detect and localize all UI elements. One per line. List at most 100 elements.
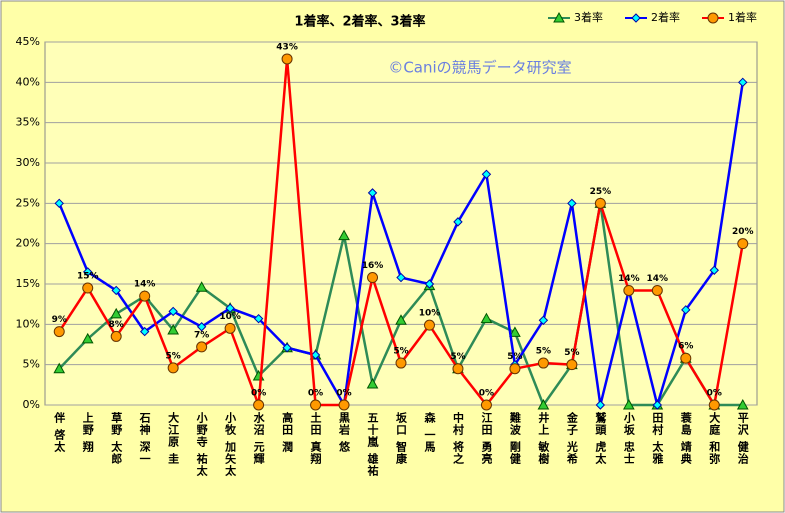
point (224, 322, 236, 334)
point (338, 229, 350, 241)
x-tick-label: 大江原 圭 (167, 411, 180, 465)
point (651, 284, 663, 296)
x-tick-label: 五十嵐 雄祐 (366, 412, 380, 477)
data-label: 7% (194, 330, 209, 340)
x-tick-label: 高田 潤 (281, 411, 294, 453)
point (82, 282, 94, 294)
data-label: 10% (419, 309, 441, 319)
point (367, 188, 378, 198)
chart-title: 1着率、2着率、3着率 (294, 14, 425, 30)
point (594, 197, 606, 209)
data-label: 9% (52, 315, 67, 325)
point (537, 398, 550, 410)
y-tick-label: 40% (16, 75, 40, 88)
x-tick-label: 土田 真翔 (309, 411, 323, 465)
y-tick-label: 30% (16, 156, 40, 169)
legend-marker (553, 11, 565, 23)
x-tick-label: 伴 啓太 (53, 411, 67, 453)
x-tick-label: 田村 太雅 (651, 412, 665, 465)
x-tick-label: 小野寺 祐太 (195, 411, 209, 477)
point (595, 400, 606, 410)
point (480, 399, 492, 411)
x-tick-label: 坂口 智康 (395, 411, 408, 465)
point (366, 377, 379, 389)
data-label: 14% (647, 274, 669, 284)
data-label: 14% (618, 274, 640, 284)
point (139, 326, 150, 337)
point (622, 398, 635, 410)
x-tick-label: 井上 敏樹 (537, 411, 551, 465)
data-label: 20% (732, 227, 754, 237)
data-label: 0% (251, 389, 266, 399)
data-label: 6% (678, 342, 693, 352)
point (736, 398, 749, 410)
point (566, 359, 578, 371)
x-tick-label: 黒岩 悠 (338, 412, 352, 453)
data-label: 5% (166, 351, 181, 361)
x-tick-label: 蓑島 靖典 (679, 411, 693, 465)
point (395, 357, 407, 369)
data-label: 43% (276, 42, 298, 52)
point (111, 285, 121, 296)
point (253, 399, 265, 411)
legend-label: 3着率 (574, 10, 603, 24)
point (396, 272, 406, 283)
point (709, 265, 719, 275)
data-label: 0% (479, 389, 494, 399)
data-label: 10% (219, 312, 241, 322)
point (167, 323, 180, 335)
point (310, 399, 322, 411)
point (83, 267, 93, 277)
point (738, 77, 748, 88)
data-label: 16% (362, 261, 384, 271)
data-label: 0% (308, 389, 323, 399)
legend-marker (707, 12, 719, 24)
watermark: ©Caniの競馬データ研究室 (388, 59, 571, 77)
point (196, 341, 208, 353)
point (139, 290, 151, 302)
point (81, 332, 94, 344)
point (367, 272, 379, 284)
point (282, 343, 292, 353)
data-label: 14% (134, 280, 156, 290)
point (53, 326, 65, 338)
point (681, 305, 691, 315)
x-tick-label: 石神 深一 (138, 412, 152, 465)
data-label: 5% (450, 352, 465, 362)
point (680, 352, 692, 364)
x-tick-label: 草野 太郎 (110, 411, 124, 465)
data-label: 5% (507, 352, 522, 362)
point (538, 315, 549, 326)
x-tick-label: 森 一馬 (423, 411, 436, 453)
y-tick-label: 25% (16, 196, 40, 209)
x-tick-label: 金子 光希 (565, 411, 579, 465)
data-label: 0% (336, 389, 351, 399)
point (509, 363, 521, 375)
x-tick-label: 大庭 和弥 (708, 411, 721, 465)
x-tick-label: 小牧 加矢太 (224, 411, 238, 477)
point (253, 313, 264, 324)
point (480, 312, 493, 324)
point (167, 362, 179, 374)
point (310, 350, 321, 360)
y-tick-label: 15% (16, 277, 40, 290)
x-tick-label: 難波 剛健 (508, 411, 521, 465)
point (281, 53, 293, 65)
data-label: 0% (707, 389, 722, 399)
y-tick-label: 5% (23, 358, 40, 371)
y-tick-label: 0% (23, 398, 40, 411)
data-label: 15% (77, 272, 99, 282)
point (453, 217, 463, 227)
point (395, 314, 407, 325)
x-tick-label: 鷲頭 虎太 (594, 411, 608, 465)
point (509, 326, 521, 337)
point (623, 284, 635, 296)
y-tick-label: 10% (16, 317, 40, 330)
data-label: 5% (564, 348, 579, 358)
point (652, 400, 663, 410)
x-tick-label: 中村 将之 (451, 411, 464, 465)
point (195, 281, 208, 292)
data-label: 8% (109, 320, 124, 330)
point (567, 198, 577, 209)
point (424, 279, 435, 289)
